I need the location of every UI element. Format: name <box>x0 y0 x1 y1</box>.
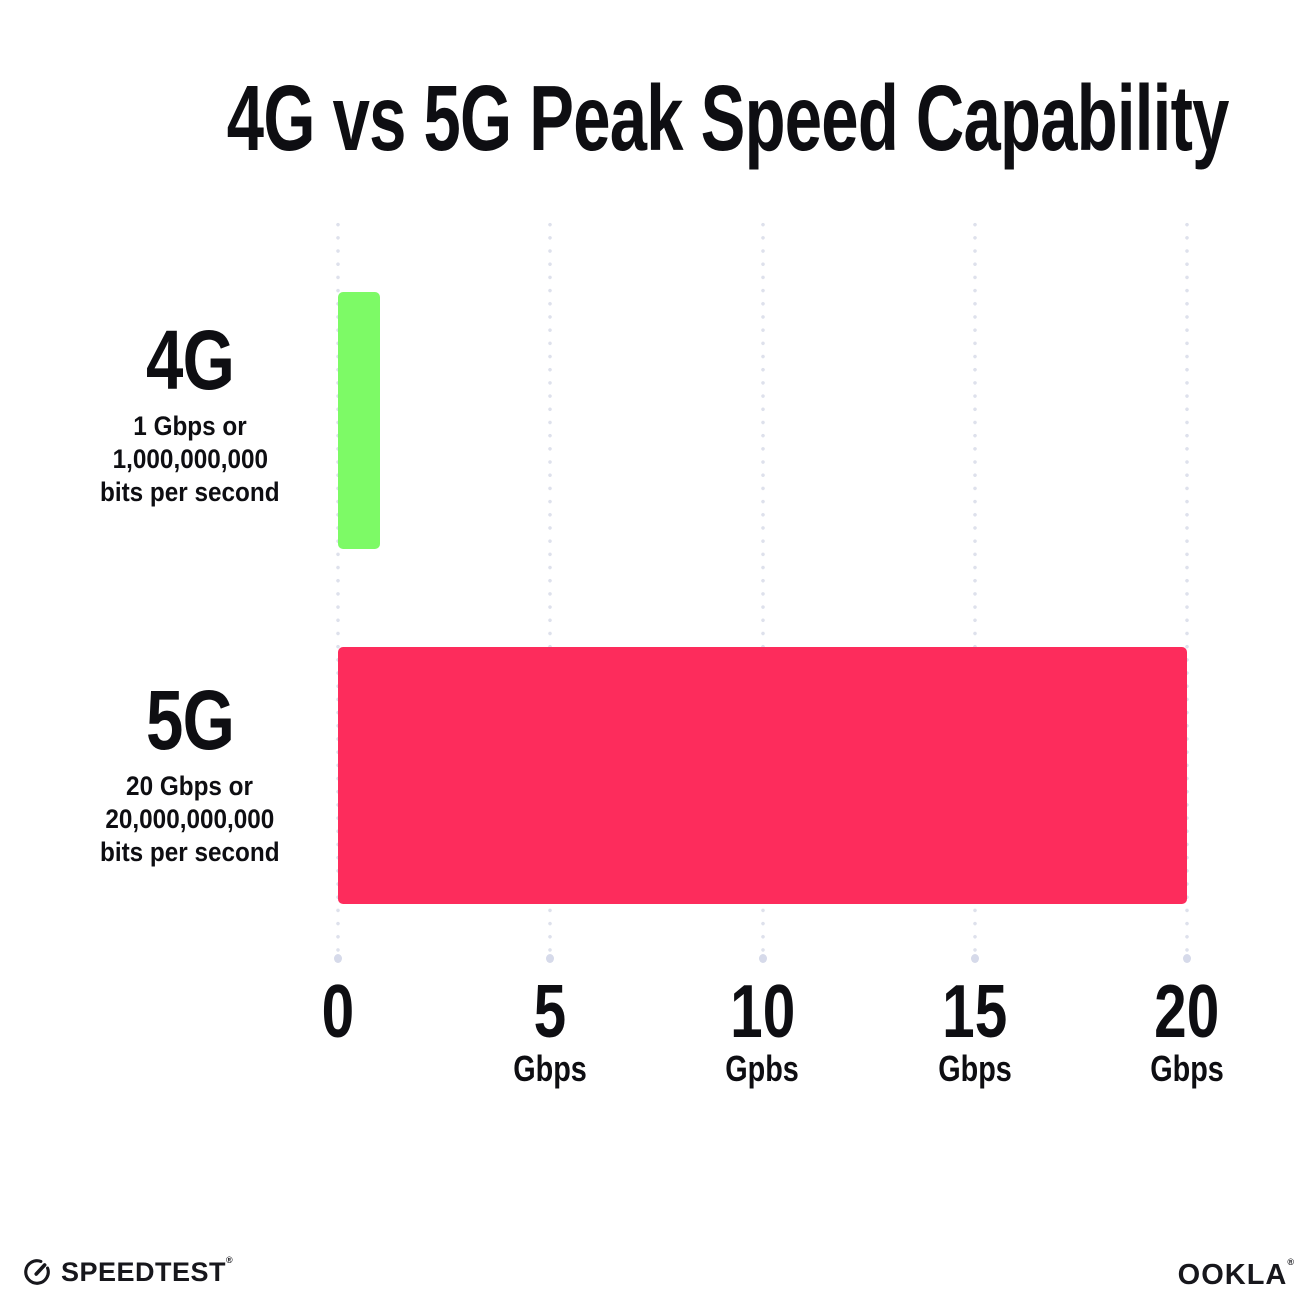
bar-5g <box>338 647 1187 904</box>
bar-4g <box>338 292 380 549</box>
x-tick-value-10: 10 <box>729 969 796 1053</box>
speedtest-wordmark: SPEEDTEST® <box>61 1254 234 1287</box>
x-tick-value-15: 15 <box>942 969 1008 1053</box>
category-description: 20 Gbps or 20,000,000,000 bits per second <box>30 770 350 869</box>
x-tick-value-0: 0 <box>321 969 355 1053</box>
x-tick-unit-20: Gbps <box>1150 1048 1224 1089</box>
category-description-line: 1,000,000,000 <box>112 444 268 474</box>
ookla-logo: OOKLA® <box>1177 1257 1295 1292</box>
gridline-20 <box>1185 222 1189 962</box>
gridline-15 <box>972 222 977 962</box>
gridline-10 <box>760 222 765 962</box>
x-tick-value-5: 5 <box>533 969 567 1053</box>
ookla-wordmark: OOKLA® <box>1177 1257 1295 1291</box>
speedtest-trademark: ® <box>226 1254 234 1265</box>
speedometer-icon <box>24 1259 50 1285</box>
gridline-5 <box>548 222 553 962</box>
category-description-line: bits per second <box>100 837 280 867</box>
speedtest-logo: SPEEDTEST® <box>22 1254 234 1288</box>
category-description-line: 20 Gbps or <box>126 771 254 801</box>
x-tick-unit-15: Gbps <box>937 1048 1012 1089</box>
category-description: 1 Gbps or 1,000,000,000 bits per second <box>30 410 350 509</box>
x-tick-unit-5: Gbps <box>513 1048 588 1089</box>
page-title: 4G vs 5G Peak Speed Capability <box>32 72 1308 165</box>
category-label-4g: 4G 1 Gbps or 1,000,000,000 bits per second <box>30 318 350 509</box>
category-name: 5G <box>145 673 235 767</box>
category-label-5g: 5G 20 Gbps or 20,000,000,000 bits per secon… <box>30 678 350 869</box>
x-tick-value-20: 20 <box>1154 969 1220 1053</box>
category-description-line: bits per second <box>100 477 280 507</box>
x-tick-unit-10: Gpbs <box>725 1048 800 1089</box>
gridline-0 <box>336 222 340 962</box>
ookla-trademark: ® <box>1287 1257 1295 1267</box>
page-title-text: 4G vs 5G Peak Speed Capability <box>226 66 1230 171</box>
category-name: 4G <box>145 313 235 407</box>
category-description-line: 1 Gbps or <box>133 411 247 441</box>
category-description-line: 20,000,000,000 <box>105 804 275 834</box>
